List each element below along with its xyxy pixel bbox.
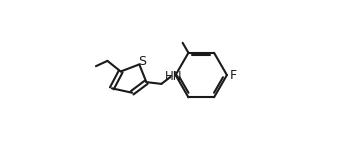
Text: F: F bbox=[230, 68, 237, 82]
Text: S: S bbox=[139, 55, 147, 68]
Text: HN: HN bbox=[165, 70, 183, 83]
